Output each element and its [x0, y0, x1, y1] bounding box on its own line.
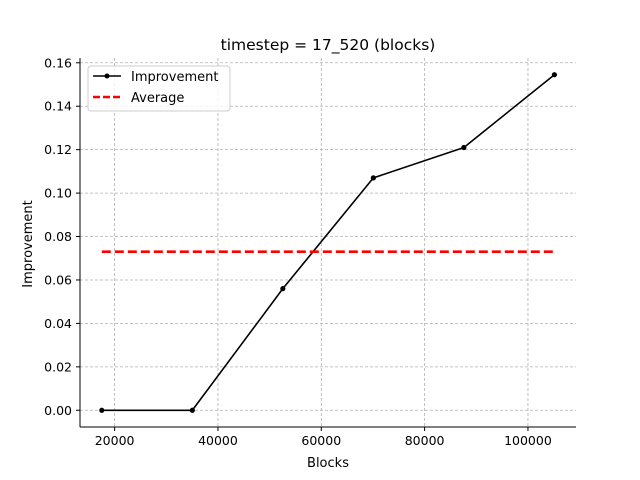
- chart-title: timestep = 17_520 (blocks): [221, 36, 436, 55]
- legend-label-improvement: Improvement: [131, 70, 218, 85]
- x-tick-label: 80000: [405, 433, 445, 448]
- y-tick-label: 0.16: [44, 55, 72, 70]
- series-line-improvement: [101, 74, 555, 412]
- data-point-improvement: [189, 407, 195, 413]
- x-tick-label: 20000: [95, 433, 135, 448]
- legend-box: [87, 65, 231, 112]
- series: [99, 72, 558, 413]
- data-point-improvement: [461, 144, 467, 151]
- x-tick-label: 40000: [198, 433, 238, 448]
- y-tick-label: 0.04: [44, 316, 72, 331]
- y-axis-title: Improvement: [21, 200, 36, 287]
- y-tick-label: 0.10: [44, 186, 72, 201]
- x-axis-title: Blocks: [307, 456, 349, 471]
- y-tick-label: 0.06: [44, 272, 72, 287]
- y-tick-label: 0.14: [44, 99, 72, 114]
- data-point-improvement: [280, 286, 286, 292]
- y-tick-label: 0.12: [44, 142, 72, 157]
- ticks: 20000 40000 60000 80000 100000 0.00 0.02 0.04 0.…: [44, 55, 552, 448]
- legend-label-average: Average: [131, 91, 184, 106]
- data-point-improvement: [551, 72, 558, 78]
- y-tick-label: 0.02: [44, 359, 72, 374]
- y-tick-label: 0.00: [44, 403, 72, 418]
- x-tick-label: 60000: [301, 433, 341, 448]
- axes: [79, 58, 576, 428]
- y-tick-label: 0.08: [44, 229, 72, 244]
- data-point-improvement: [99, 407, 105, 413]
- legend-marker-improvement: [104, 73, 110, 79]
- x-tick-label: 100000: [504, 433, 552, 448]
- data-point-improvement: [370, 175, 376, 181]
- legend: Improvement Average: [87, 65, 231, 112]
